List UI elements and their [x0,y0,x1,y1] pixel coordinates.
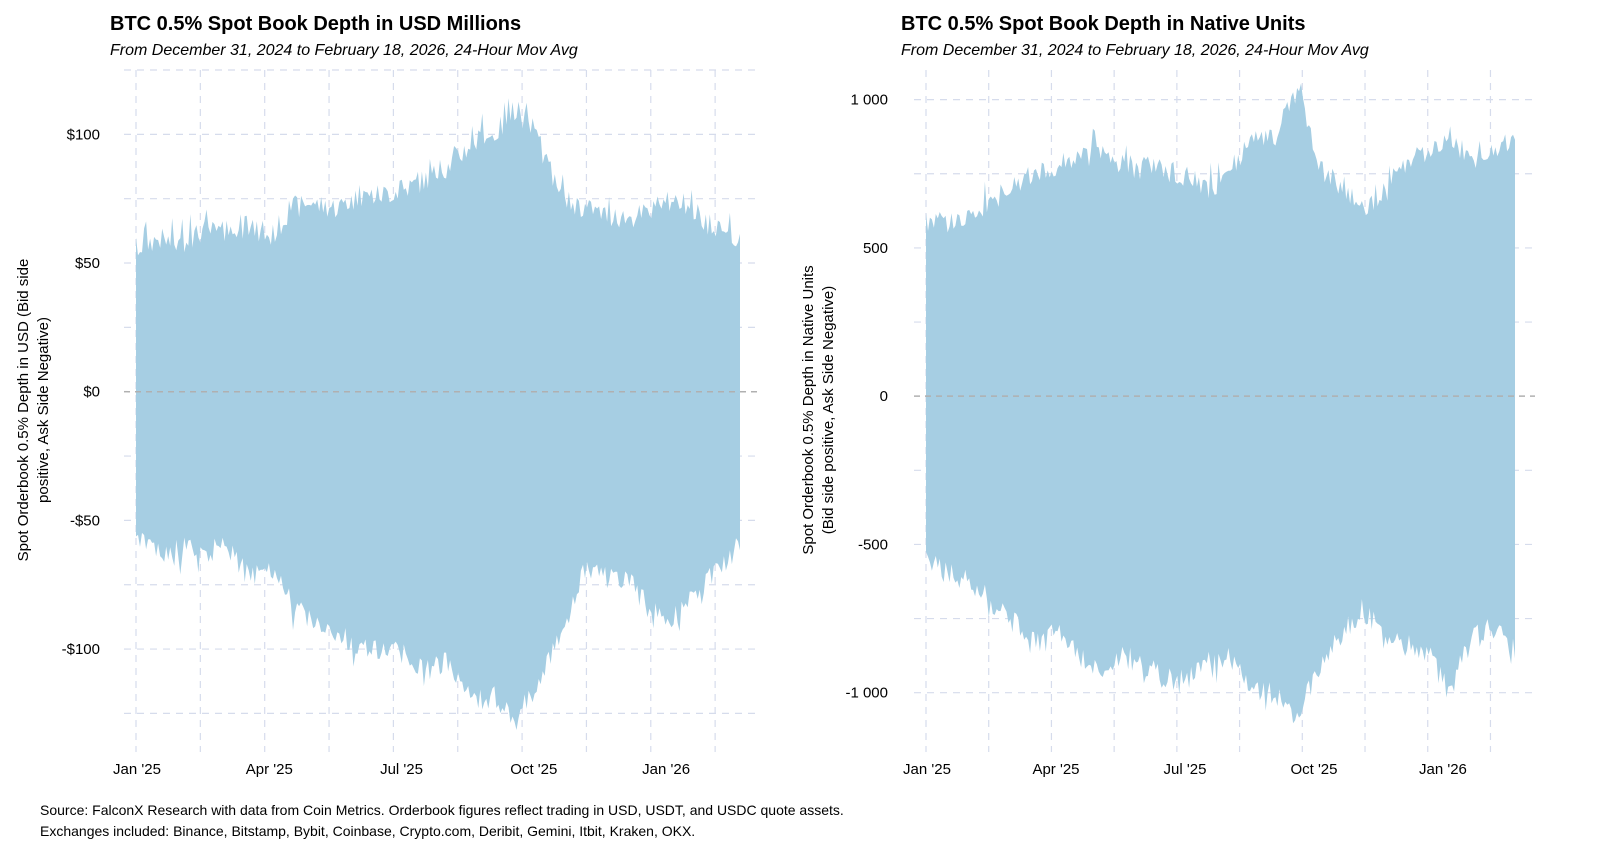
usd-x-tick-label: Apr '25 [246,761,293,778]
native-y-tick-label: -1 000 [845,685,888,702]
exchanges-line: Exchanges included: Binance, Bitstamp, B… [40,823,696,839]
native-y-tick-label: 1 000 [850,92,888,109]
native-depth-chart-panel: BTC 0.5% Spot Book Depth in Native Units… [795,0,1600,790]
usd-y-tick-label: -$50 [70,512,100,529]
native-x-tick-label: Apr '25 [1032,761,1079,778]
usd-depth-plot: $100 $50 $0 -$50 -$100 Jan '25 Apr '25 Jul '25 O… [15,69,760,778]
usd-y-tick-label: $50 [75,255,100,272]
usd-chart-subtitle: From December 31, 2024 to February 18, 2… [110,42,578,59]
native-chart-subtitle: From December 31, 2024 to February 18, 2… [901,42,1369,59]
usd-x-tick-label: Jul '25 [380,761,423,778]
native-y-tick-label: 500 [863,240,888,257]
usd-x-tick-label: Jan '25 [113,761,161,778]
source-line: Source: FalconX Research with data from … [40,802,844,818]
usd-y-tick-label: $0 [83,384,100,401]
usd-depth-chart-panel: BTC 0.5% Spot Book Depth in USD Millions… [0,0,790,790]
native-y-tick-label: -500 [858,536,888,553]
native-y-axis-label: (Bid side positive, Ask Side Negative) [820,286,837,534]
native-x-tick-label: Jan '25 [903,761,951,778]
usd-y-tick-label: -$100 [62,641,100,658]
usd-chart-title: BTC 0.5% Spot Book Depth in USD Millions [110,13,522,35]
native-y-axis-label: Spot Orderbook 0.5% Depth in Native Unit… [800,265,817,554]
native-depth-plot: 1 000 500 0 -500 -1 000 Jan '25 Apr '25 Jul '25… [800,70,1535,778]
usd-y-axis-label: Spot Orderbook 0.5% Depth in USD (Bid si… [15,259,32,562]
source-note: Source: FalconX Research with data from … [40,800,844,842]
usd-y-tick-label: $100 [67,126,100,143]
native-x-tick-label: Oct '25 [1290,761,1337,778]
native-depth-area [926,83,1515,724]
native-chart-title: BTC 0.5% Spot Book Depth in Native Units [901,13,1306,35]
native-x-tick-label: Jan '26 [1419,761,1467,778]
native-y-tick-label: 0 [880,388,888,405]
usd-y-axis-label: positive, Ask Side Negative) [35,317,52,503]
usd-x-tick-label: Jan '26 [642,761,690,778]
usd-x-tick-label: Oct '25 [510,761,557,778]
native-x-tick-label: Jul '25 [1164,761,1207,778]
usd-depth-area [136,98,740,731]
